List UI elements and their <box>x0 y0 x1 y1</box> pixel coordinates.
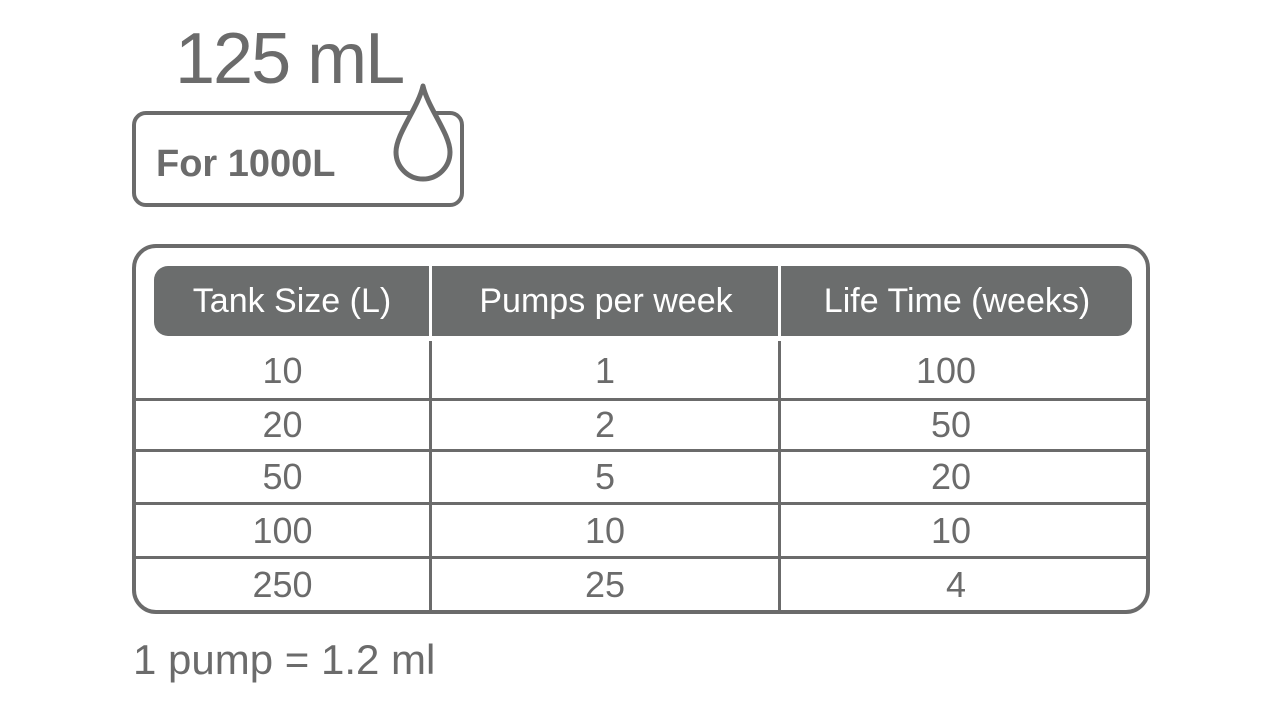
column-divider <box>778 263 781 610</box>
footer-note: 1 pump = 1.2 ml <box>133 636 436 683</box>
header-pumps-per-week: Pumps per week <box>479 282 733 320</box>
table-cell: 50 <box>930 404 972 445</box>
row-divider <box>136 398 1146 401</box>
table-cell: 100 <box>915 350 977 391</box>
volume-label: 125 mL <box>175 19 405 99</box>
table-cell: 4 <box>945 564 967 605</box>
table-cell: 50 <box>262 456 303 497</box>
table-cell: 1 <box>594 350 616 391</box>
coverage-label: For 1000L <box>156 143 336 185</box>
dosage-table: Tank Size (L) Pumps per week Life Time (… <box>132 244 1150 614</box>
header-tank-size: Tank Size (L) <box>192 282 392 320</box>
table-cell: 25 <box>584 564 626 605</box>
coverage-box <box>132 111 464 207</box>
table-cell: 20 <box>930 456 972 497</box>
table-header: Tank Size (L) Pumps per week Life Time (… <box>154 266 1132 336</box>
table-cell: 10 <box>930 510 972 551</box>
table-cell: 10 <box>262 350 303 391</box>
table-cell: 5 <box>594 456 616 497</box>
header-divider <box>429 263 432 341</box>
header-life-time: Life Time (weeks) <box>823 282 1091 320</box>
header-divider <box>778 263 781 341</box>
water-drop-icon <box>393 83 453 182</box>
column-divider <box>429 263 432 610</box>
table-cell: 100 <box>252 510 313 551</box>
row-divider <box>136 502 1146 505</box>
table-cell: 10 <box>584 510 626 551</box>
row-divider <box>136 449 1146 452</box>
row-divider <box>136 556 1146 559</box>
table-cell: 250 <box>252 564 313 605</box>
table-cell: 20 <box>262 404 303 445</box>
table-cell: 2 <box>594 404 616 445</box>
